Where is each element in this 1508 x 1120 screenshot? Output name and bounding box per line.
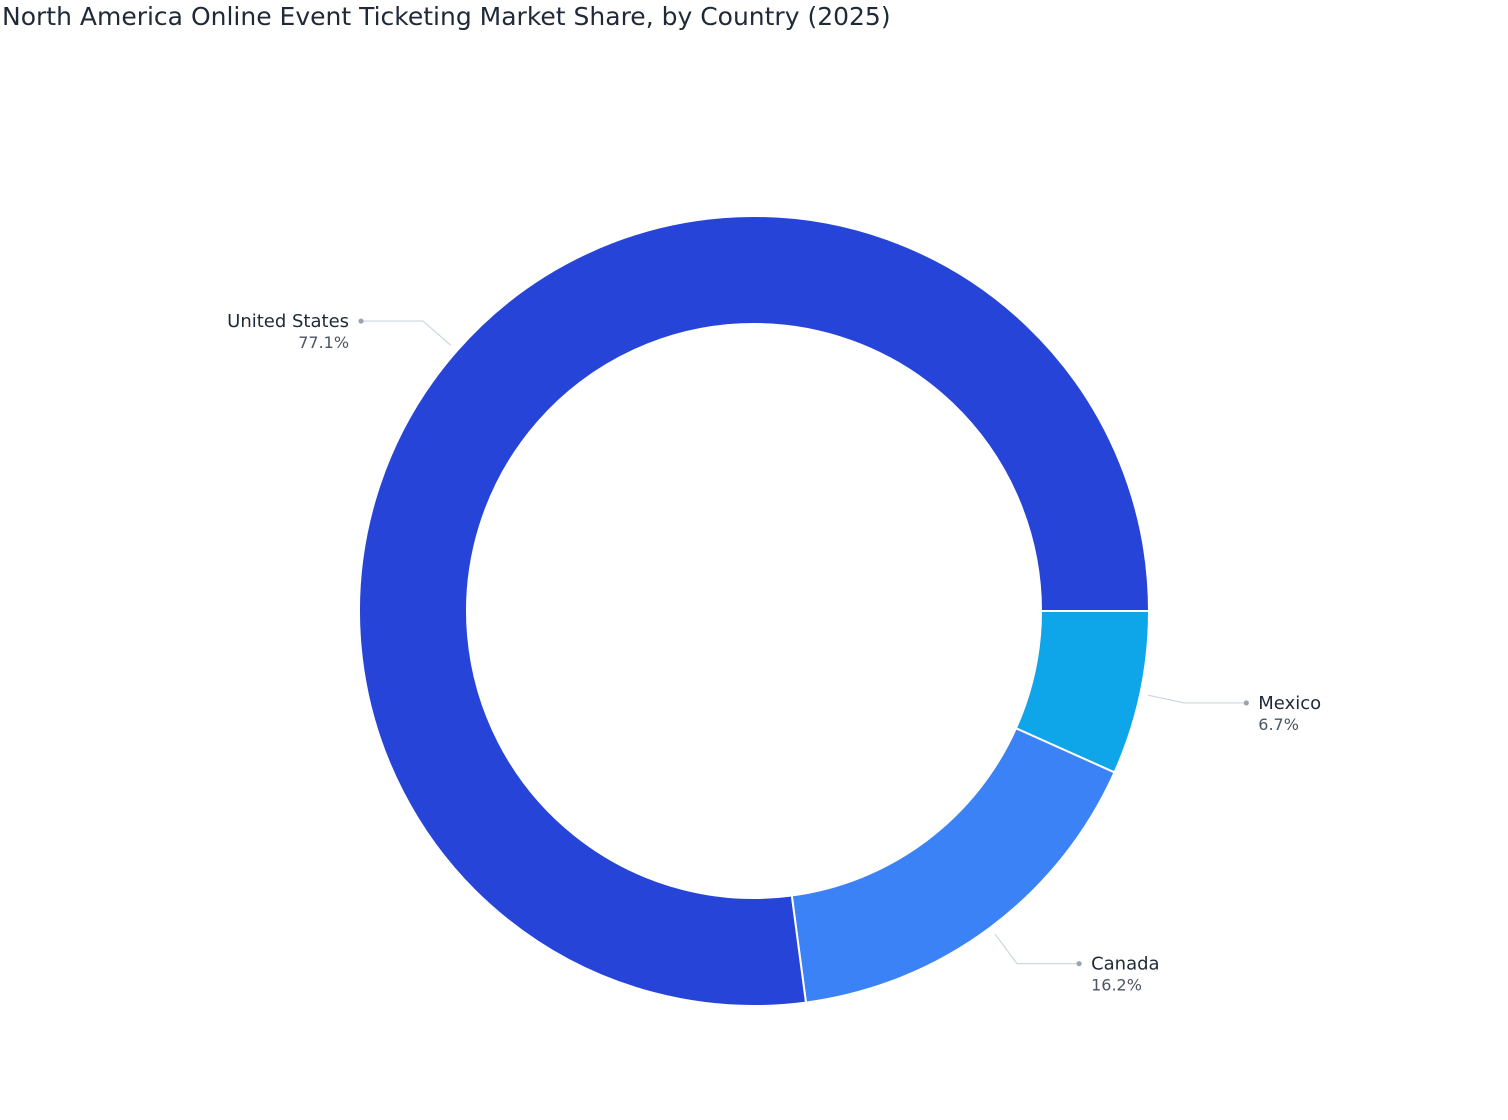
label-value-mexico: 6.7% xyxy=(1258,715,1299,734)
leader-lines-layer xyxy=(358,318,1249,967)
leader-line-united-states xyxy=(361,320,452,346)
slice-united-states[interactable] xyxy=(358,215,1151,1007)
leader-line-mexico xyxy=(1147,694,1247,704)
label-name-united-states: United States xyxy=(227,311,349,332)
slice-canada[interactable] xyxy=(790,726,1116,1004)
leader-line-canada xyxy=(994,933,1080,965)
label-name-canada: Canada xyxy=(1091,954,1160,975)
leader-dot-canada xyxy=(1076,961,1082,967)
leader-dot-united-states xyxy=(358,318,364,324)
chart-title: North America Online Event Ticketing Mar… xyxy=(2,2,891,31)
leader-dot-mexico xyxy=(1243,700,1249,706)
label-value-united-states: 77.1% xyxy=(298,333,349,352)
slices-layer xyxy=(358,215,1151,1007)
label-name-mexico: Mexico xyxy=(1258,693,1321,714)
label-value-canada: 16.2% xyxy=(1091,976,1142,995)
